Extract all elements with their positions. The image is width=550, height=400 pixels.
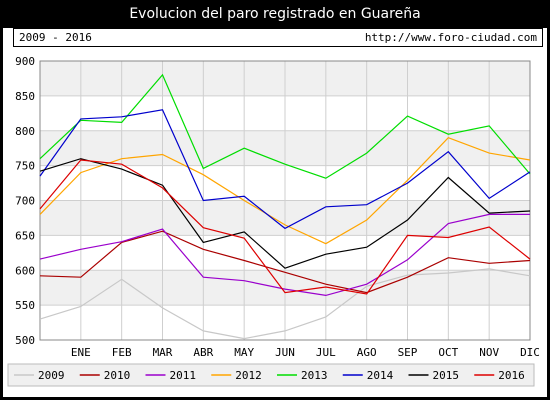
y-tick-label: 900	[15, 55, 35, 68]
x-tick-label: JUL	[316, 346, 336, 359]
y-tick-label: 550	[15, 299, 35, 312]
series-line-2015	[39, 158, 531, 269]
series-line-2016	[39, 159, 531, 295]
x-tick-label: SEP	[398, 346, 418, 359]
legend-label: 2009	[38, 369, 65, 382]
y-tick-label: 500	[15, 334, 35, 347]
legend-label: 2016	[498, 369, 525, 382]
x-tick-label: NOV	[479, 346, 499, 359]
y-tick-label: 700	[15, 195, 35, 208]
legend-box	[7, 363, 535, 387]
y-tick-label: 800	[15, 125, 35, 138]
x-tick-label: MAY	[234, 346, 254, 359]
series-lines	[39, 73, 531, 340]
legend-label: 2015	[433, 369, 460, 382]
chart-title: Evolucion del paro registrado en Guareña	[129, 6, 421, 22]
series-line-2014	[39, 109, 531, 230]
subheader-bar: 2009 - 2016 http://www.foro-ciudad.com	[13, 28, 543, 47]
x-tick-label: MAR	[153, 346, 173, 359]
legend-label: 2010	[104, 369, 131, 382]
x-tick-label: JUN	[275, 346, 295, 359]
legend-label: 2012	[235, 369, 262, 382]
x-tick-label: DIC	[520, 346, 540, 359]
x-tick-label: AGO	[357, 346, 377, 359]
x-axis-ticks: ENE FEB MAR ABR MAY JUN JUL AGO SEP OCT NOV DIC	[71, 346, 540, 359]
series-line-2012	[39, 136, 531, 245]
y-tick-label: 650	[15, 229, 35, 242]
legend-label: 2011	[170, 369, 197, 382]
x-tick-label: ENE	[71, 346, 91, 359]
series-line-2010	[39, 230, 531, 294]
y-tick-label: 750	[15, 160, 35, 173]
series-line-2013	[39, 73, 531, 179]
y-tick-label: 600	[15, 264, 35, 277]
plot-border	[39, 60, 531, 341]
series-line-2009	[39, 268, 531, 340]
chart-panel: 2009 - 2016 http://www.foro-ciudad.com 5…	[3, 28, 547, 397]
source-url[interactable]: http://www.foro-ciudad.com	[364, 31, 537, 44]
y-axis-ticks: 500 550 600 650 700 750 800 850 900	[15, 55, 35, 347]
legend-label: 2013	[301, 369, 328, 382]
series-line-2011	[39, 213, 530, 297]
x-tick-label: ABR	[193, 346, 213, 359]
grid-lines	[39, 60, 531, 341]
legend: 2009 2010 2011 2012 2013 2014 2015 2016	[7, 363, 535, 387]
date-range: 2009 - 2016	[19, 31, 92, 44]
legend-label: 2014	[367, 369, 394, 382]
x-tick-label: FEB	[112, 346, 132, 359]
y-tick-label: 850	[15, 90, 35, 103]
x-tick-label: OCT	[438, 346, 458, 359]
line-chart: 500 550 600 650 700 750 800 850 900 ENE FEB MAR ABR…	[7, 55, 540, 387]
